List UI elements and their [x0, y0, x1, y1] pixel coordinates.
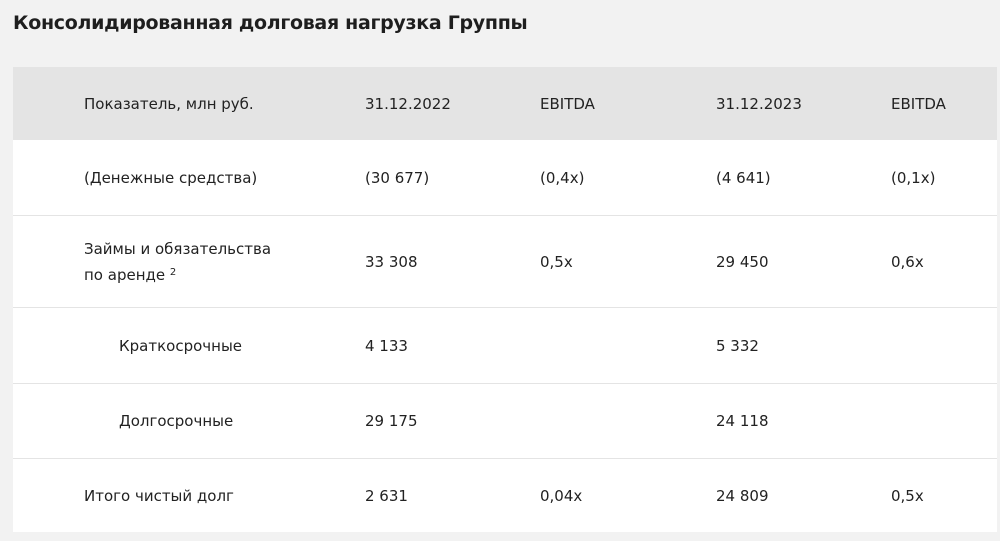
cell: 0,04x: [540, 486, 583, 505]
cell: (0,1x): [891, 168, 936, 187]
row-label-wrap: Займы и обязательства по аренде 2: [84, 237, 284, 287]
column-header: EBITDA: [540, 94, 595, 113]
table-row: Итого чистый долг 2 631 0,04x 24 809 0,5…: [13, 459, 997, 532]
cell: 33 308: [365, 252, 418, 271]
cell: (0,4x): [540, 168, 585, 187]
table-row: Краткосрочные 4 133 5 332: [13, 308, 997, 384]
cell: 0,6x: [891, 252, 924, 271]
table-row: Займы и обязательства по аренде 2 33 308…: [13, 216, 997, 308]
cell: 0,5x: [540, 252, 573, 271]
cell: 29 175: [365, 412, 418, 430]
row-label: Итого чистый долг: [84, 486, 234, 505]
title: Консолидированная долговая нагрузка Груп…: [13, 12, 528, 34]
cell: (30 677): [365, 168, 430, 187]
cell: 24 809: [716, 486, 769, 505]
column-header: 31.12.2023: [716, 94, 802, 113]
table: Показатель, млн руб. 31.12.2022 EBITDA 3…: [13, 67, 997, 532]
cell: 4 133: [365, 336, 408, 355]
cell: (4 641): [716, 168, 771, 187]
table-row: Долгосрочные 29 175 24 118: [13, 384, 997, 459]
cell: 0,5x: [891, 486, 924, 505]
footnote: 2: [169, 266, 177, 278]
cell: 2 631: [365, 486, 408, 505]
column-header: 31.12.2022: [365, 94, 451, 113]
row-label: Краткосрочные: [119, 336, 243, 355]
row-label: Долгосрочные: [119, 412, 234, 430]
table-row: (Денежные средства) (30 677) (0,4x) (4 6…: [13, 140, 997, 216]
cell: 29 450: [716, 252, 769, 271]
cell: 24 118: [716, 412, 769, 430]
row-label: Займы и обязательства по аренде: [84, 239, 272, 284]
header-row: Показатель, млн руб. 31.12.2022 EBITDA 3…: [13, 67, 997, 140]
column-header: Показатель, млн руб.: [84, 94, 254, 113]
cell: 5 332: [716, 336, 759, 355]
column-header: EBITDA: [891, 94, 946, 113]
row-label: (Денежные средства): [84, 168, 258, 187]
